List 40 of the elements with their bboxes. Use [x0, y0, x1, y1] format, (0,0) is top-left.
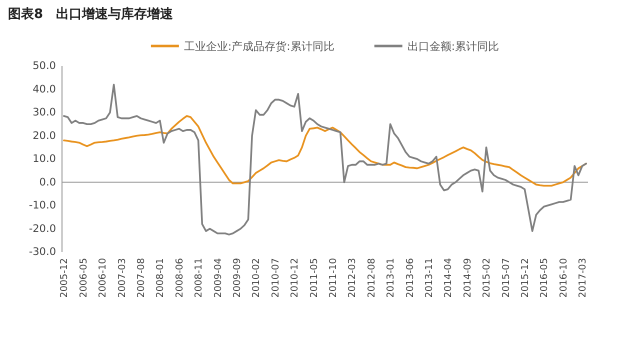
x-tick-label: 2011-05 [308, 258, 320, 298]
x-tick-label: 2008-06 [174, 258, 186, 298]
y-tick-label: 10.0 [32, 153, 56, 165]
legend-label: 工业企业:产成品存货:累计同比 [184, 40, 334, 53]
x-tick-label: 2017-03 [578, 258, 589, 298]
y-tick-label: 0.0 [39, 176, 56, 188]
x-tick-label: 2006-05 [78, 258, 90, 298]
y-tick-label: -20.0 [28, 222, 56, 235]
x-tick-label: 2006-10 [98, 258, 109, 298]
x-tick-label: 2010-12 [290, 258, 301, 298]
y-tick-label: 40.0 [32, 83, 56, 96]
x-tick-label: 2015-02 [482, 258, 493, 298]
y-tick-label: -10.0 [28, 200, 56, 212]
x-tick-label: 2016-10 [558, 258, 570, 298]
x-tick-label: 2016-05 [539, 258, 550, 298]
legend-label: 出口金额:累计同比 [407, 40, 500, 53]
y-tick-label: 30.0 [32, 106, 56, 118]
x-tick-label: 2013-11 [424, 258, 435, 298]
y-tick-label: 20.0 [32, 130, 56, 142]
x-tick-label: 2015-12 [520, 258, 531, 298]
x-tick-label: 2010-02 [251, 258, 262, 298]
x-tick-label: 2009-09 [232, 258, 244, 298]
chart-title: 图表8 出口增速与库存增速 [8, 6, 174, 22]
x-tick-label: 2015-07 [500, 258, 512, 298]
y-tick-label: -30.0 [28, 246, 56, 258]
x-tick-label: 2013-01 [386, 258, 397, 298]
x-tick-label: 2011-10 [328, 258, 340, 298]
x-tick-label: 2007-08 [136, 258, 148, 298]
x-tick-label: 2007-03 [116, 258, 128, 298]
x-tick-label: 2012-08 [366, 258, 378, 298]
x-tick-label: 2008-01 [155, 258, 166, 298]
x-tick-label: 2005-12 [59, 258, 70, 298]
x-tick-label: 2012-03 [347, 258, 358, 298]
x-tick-label: 2014-04 [443, 258, 454, 298]
y-tick-label: 50.0 [32, 60, 56, 72]
x-tick-label: 2008-11 [194, 258, 205, 298]
x-tick-label: 2010-07 [270, 258, 282, 298]
x-tick-label: 2009-04 [212, 258, 224, 298]
x-tick-label: 2013-06 [404, 258, 416, 298]
x-tick-label: 2014-09 [462, 258, 474, 298]
